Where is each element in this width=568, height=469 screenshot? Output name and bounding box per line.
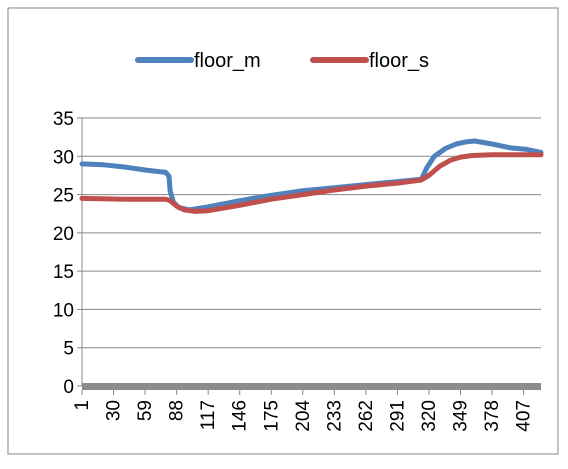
x-tick-label-117: 117 (198, 400, 219, 430)
x-tick-label-407: 407 (514, 400, 535, 432)
y-tick-label-35: 35 (53, 109, 74, 130)
y-tick-label-20: 20 (53, 224, 74, 245)
x-tick-label-59: 59 (135, 400, 156, 421)
x-tick-label-146: 146 (230, 400, 251, 432)
series-line-floor-m (79, 138, 544, 213)
x-tick-label-233: 233 (324, 400, 345, 432)
y-tick-label-30: 30 (53, 147, 74, 168)
axes: 0 5 10 15 20 25 30 35 1 30 59 88 117 146 175 204 233 262 2… (53, 109, 541, 432)
chart-border (7, 7, 559, 455)
y-tick-label-5: 5 (63, 339, 74, 360)
y-tick-label-10: 10 (53, 300, 74, 321)
x-tick-label-175: 175 (261, 400, 282, 432)
y-tick-label-15: 15 (53, 262, 74, 283)
x-tick-label-30: 30 (104, 400, 125, 421)
legend-label-floor-m: floor_m (194, 50, 261, 72)
x-tick-label-1: 1 (72, 400, 93, 411)
y-tick-label-0: 0 (63, 377, 74, 398)
x-axis-line (82, 383, 541, 390)
legend: floor_m floor_s (135, 50, 429, 72)
x-tick-label-262: 262 (356, 400, 377, 432)
x-tick-label-88: 88 (167, 400, 188, 421)
legend-label-floor-s: floor_s (369, 50, 429, 72)
x-tick-label-378: 378 (482, 400, 503, 432)
x-tick-label-320: 320 (419, 400, 440, 432)
x-tick-label-291: 291 (387, 400, 408, 432)
series-line-floor-s (79, 152, 544, 214)
series-lines (79, 138, 544, 214)
x-tick-label-349: 349 (451, 400, 472, 432)
y-tick-label-25: 25 (53, 186, 74, 207)
x-tick-label-204: 204 (293, 400, 314, 432)
